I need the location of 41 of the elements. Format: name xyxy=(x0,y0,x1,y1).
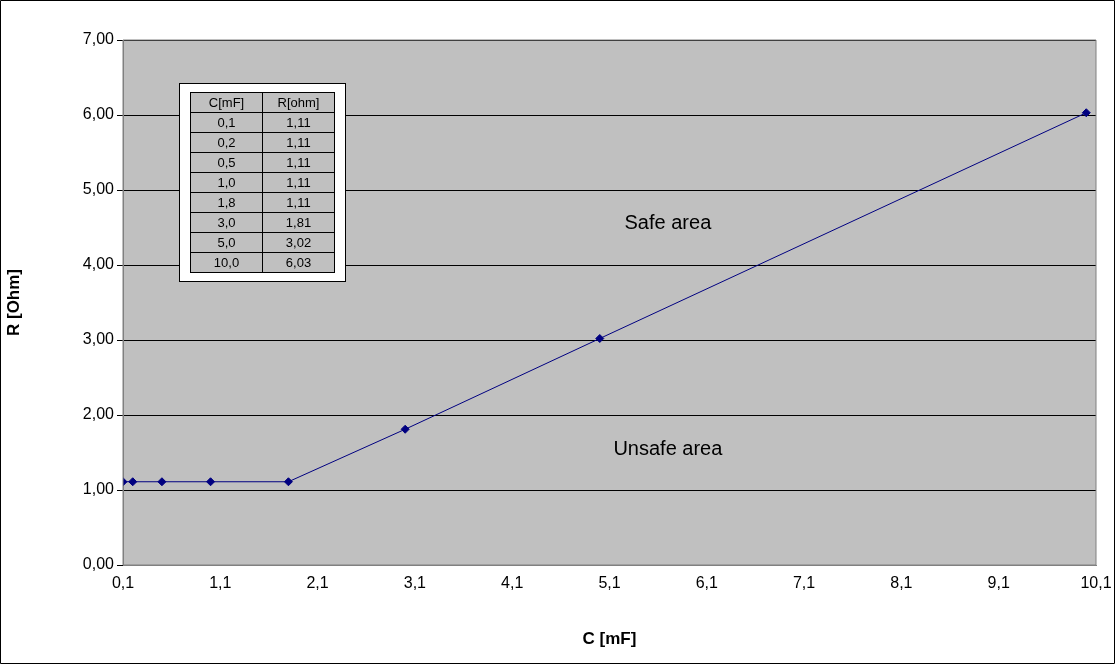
annotation: 1,11 xyxy=(262,152,335,173)
x-tick-label: 9,1 xyxy=(987,574,1010,592)
annotation: R[ohm] xyxy=(262,92,335,113)
annotation: 10,0 xyxy=(190,252,263,273)
annotation: 1,81 xyxy=(262,212,335,233)
x-tick-label: 5,1 xyxy=(598,574,621,592)
annotation: 1,11 xyxy=(262,112,335,133)
x-tick-label: 10,1 xyxy=(1080,574,1112,592)
annotation: 3,0 xyxy=(190,212,263,233)
x-tick-label: 0,1 xyxy=(111,574,135,592)
x-tick-label: 7,1 xyxy=(792,574,816,592)
annotation: 0,1 xyxy=(190,112,263,133)
x-tick-label: 8,1 xyxy=(890,574,913,592)
annotation: 1,11 xyxy=(262,132,335,153)
y-tick-label: 6,00 xyxy=(82,105,115,123)
x-tick-label: 4,1 xyxy=(501,574,524,592)
y-tick-label: 3,00 xyxy=(82,330,115,348)
annotation: 5,0 xyxy=(190,232,263,253)
annotation: 0,2 xyxy=(190,132,263,153)
y-axis-title: R [Ohm] xyxy=(3,268,23,337)
y-tick-label: 4,00 xyxy=(82,255,115,273)
annotation: 3,02 xyxy=(262,232,335,253)
annotation: Unsafe area xyxy=(613,437,724,460)
y-tick-label: 7,00 xyxy=(82,30,115,48)
annotation: 6,03 xyxy=(262,252,335,273)
y-tick-label: 2,00 xyxy=(82,405,115,423)
y-tick-label: 5,00 xyxy=(82,180,115,198)
x-tick-label: 1,1 xyxy=(209,574,232,592)
annotation: C[mF] xyxy=(190,92,263,113)
annotation: 1,0 xyxy=(190,172,263,193)
y-tick-label: 0,00 xyxy=(82,555,115,573)
x-tick-label: 3,1 xyxy=(403,574,427,592)
annotation: Safe area xyxy=(624,211,713,234)
annotation: 1,11 xyxy=(262,192,335,213)
x-tick-label: 6,1 xyxy=(695,574,719,592)
x-tick-label: 2,1 xyxy=(306,574,329,592)
annotation: 1,8 xyxy=(190,192,263,213)
x-axis-title: C [mF] xyxy=(582,629,637,649)
annotation: 0,5 xyxy=(190,152,263,173)
y-tick-label: 1,00 xyxy=(82,480,115,498)
annotation: 1,11 xyxy=(262,172,335,193)
